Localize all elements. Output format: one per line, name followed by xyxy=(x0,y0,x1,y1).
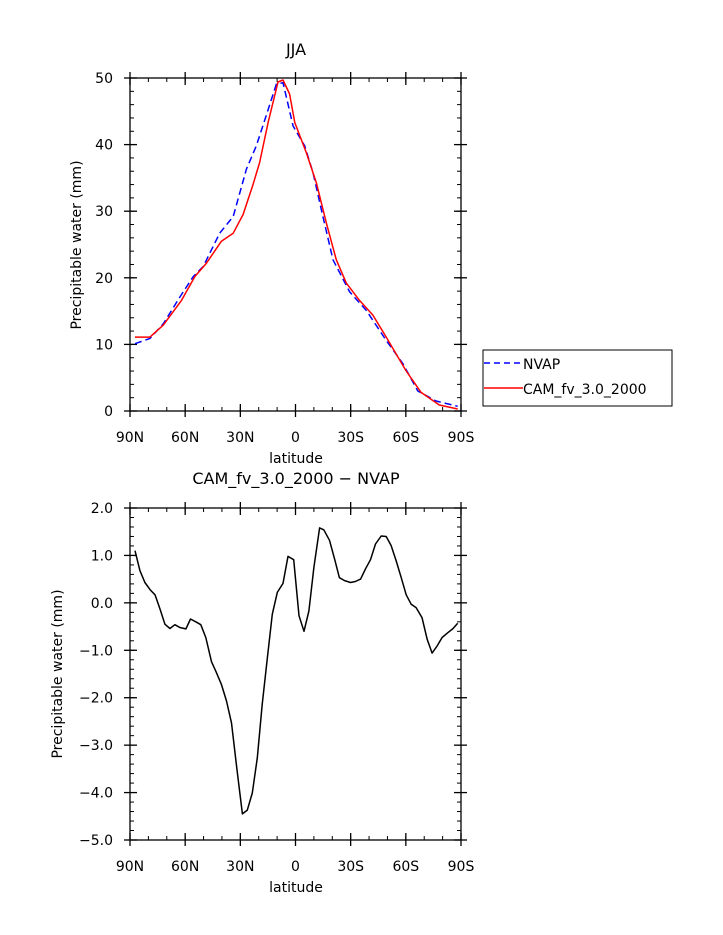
x-tick-label: 60S xyxy=(392,859,419,875)
series-line-cam-fv-3-0-2000 xyxy=(135,79,458,410)
x-tick-label: 0 xyxy=(291,859,300,875)
y-tick-label: 0.0 xyxy=(91,596,113,612)
legend-box xyxy=(482,349,673,407)
y-tick-label: 1.0 xyxy=(91,548,113,564)
y-tick-label: −3.0 xyxy=(79,738,113,754)
x-tick-label: 30S xyxy=(337,430,364,446)
y-tick-label: −4.0 xyxy=(79,786,113,802)
x-tick-label: 60N xyxy=(171,430,199,446)
bottom-chart-title: CAM_fv_3.0_2000 − NVAP xyxy=(192,469,400,489)
y-tick-label: 20 xyxy=(95,271,113,287)
bottom-y-axis-label: Precipitable water (mm) xyxy=(50,589,66,758)
x-tick-label: 90N xyxy=(116,430,144,446)
y-tick-label: −1.0 xyxy=(79,643,113,659)
y-tick-label: −2.0 xyxy=(79,691,113,707)
y-tick-label: 0 xyxy=(104,404,113,420)
x-tick-label: 30S xyxy=(337,859,364,875)
series-line-nvap xyxy=(134,81,458,408)
x-tick-label: 90S xyxy=(448,859,475,875)
y-tick-label: 2.0 xyxy=(91,501,113,517)
legend: NVAP CAM_fv_3.0_2000 xyxy=(482,349,673,407)
y-tick-label: 10 xyxy=(95,337,113,353)
y-tick-label: 50 xyxy=(95,71,113,87)
y-tick-label: 40 xyxy=(95,138,113,154)
top-chart-title: JJA xyxy=(285,40,306,59)
y-tick-label: 30 xyxy=(95,204,113,220)
x-tick-label: 30N xyxy=(226,430,254,446)
top-y-axis-label: Precipitable water (mm) xyxy=(69,160,85,329)
legend-nvap-label: NVAP xyxy=(523,357,560,373)
bottom-panel-difference: CAM_fv_3.0_2000 − NVAP latitude Precipit… xyxy=(50,469,474,896)
x-tick-label: 60S xyxy=(392,430,419,446)
legend-cam-label: CAM_fv_3.0_2000 xyxy=(523,382,647,398)
x-tick-label: 30N xyxy=(226,859,254,875)
x-tick-label: 0 xyxy=(291,430,300,446)
top-panel-precipitable-water: JJA latitude Precipitable water (mm) 0 10… xyxy=(69,40,474,467)
bottom-x-axis-label: latitude xyxy=(269,880,323,896)
top-x-axis-label: latitude xyxy=(269,451,323,467)
x-tick-label: 90S xyxy=(448,430,475,446)
y-tick-label: −5.0 xyxy=(79,833,113,849)
x-tick-label: 60N xyxy=(171,859,199,875)
series-line-difference xyxy=(134,527,459,815)
x-tick-label: 90N xyxy=(116,859,144,875)
